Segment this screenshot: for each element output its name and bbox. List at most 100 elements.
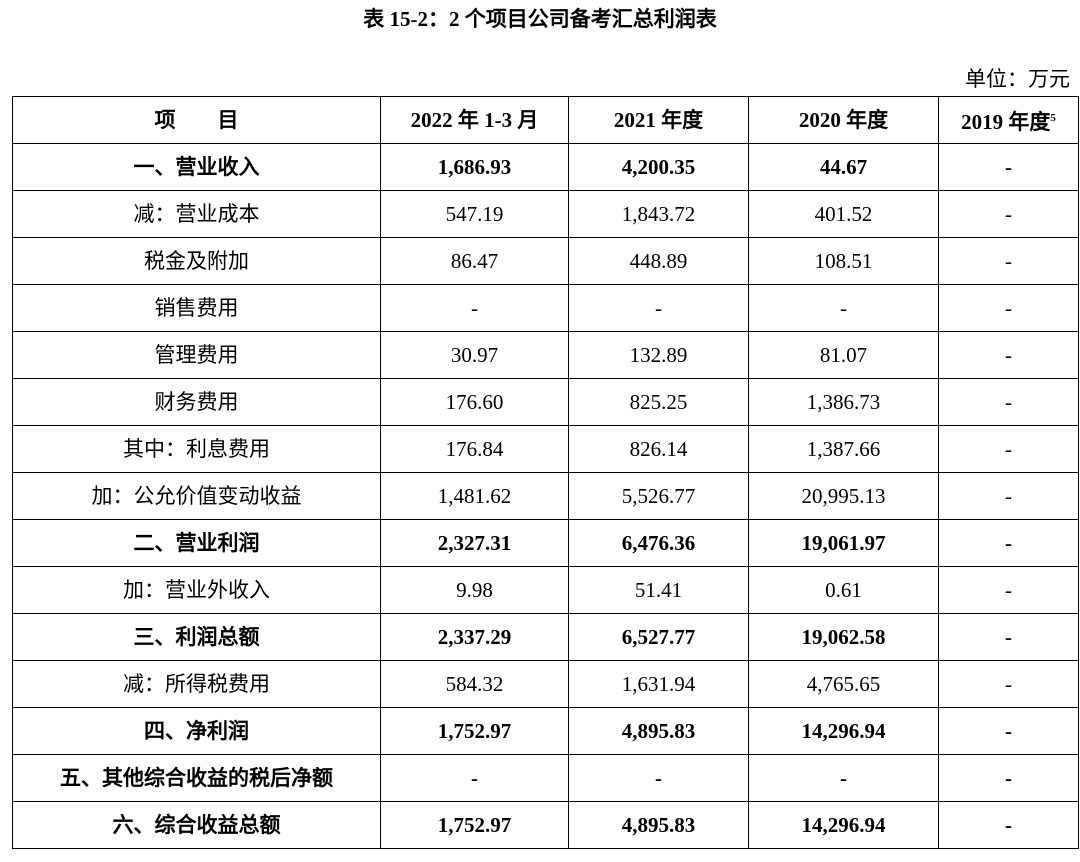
row-label: 五、其他综合收益的税后净额 bbox=[12, 754, 381, 802]
row-label: 财务费用 bbox=[12, 378, 381, 426]
row-label: 管理费用 bbox=[12, 331, 381, 379]
table-row: 其中：利息费用 176.84 826.14 1,387.66- bbox=[12, 425, 1079, 473]
table-row: 加：营业外收入 9.98 51.41 0.61- bbox=[12, 566, 1079, 614]
cell-2021: 448.89 bbox=[568, 237, 749, 285]
cell-2020: 14,296.94 bbox=[748, 707, 939, 755]
header-item: 项 目 bbox=[12, 96, 381, 144]
table-row: 六、综合收益总额 1,752.97 4,895.83 14,296.94- bbox=[12, 801, 1079, 849]
cell-2020: - bbox=[748, 284, 939, 332]
table-row: 管理费用 30.97 132.89 81.07- bbox=[12, 331, 1079, 379]
table-row: 四、净利润 1,752.97 4,895.83 14,296.94- bbox=[12, 707, 1079, 755]
cell-2021: 132.89 bbox=[568, 331, 749, 379]
cell-2020: 20,995.13 bbox=[748, 472, 939, 520]
cell-2022q1: 1,752.97 bbox=[380, 707, 569, 755]
header-row: 项 目 2022 年 1-3 月 2021 年度 2020 年度 2019 年度… bbox=[12, 96, 1079, 144]
header-2021: 2021 年度 bbox=[568, 96, 749, 144]
cell-2019: - bbox=[938, 613, 1079, 661]
cell-2019: - bbox=[938, 331, 1079, 379]
cell-2022q1: 2,327.31 bbox=[380, 519, 569, 567]
cell-2021: 6,476.36 bbox=[568, 519, 749, 567]
cell-2019: - bbox=[938, 143, 1079, 191]
cell-2022q1: 1,686.93 bbox=[380, 143, 569, 191]
header-2022q1: 2022 年 1-3 月 bbox=[380, 96, 569, 144]
header-2019: 2019 年度5 bbox=[938, 96, 1079, 144]
cell-2021: 4,200.35 bbox=[568, 143, 749, 191]
cell-2019: - bbox=[938, 566, 1079, 614]
cell-2019: - bbox=[938, 754, 1079, 802]
cell-2020: 19,061.97 bbox=[748, 519, 939, 567]
cell-2021: 6,527.77 bbox=[568, 613, 749, 661]
table-row: 减：所得税费用 584.32 1,631.94 4,765.65- bbox=[12, 660, 1079, 708]
cell-2021: 4,895.83 bbox=[568, 801, 749, 849]
cell-2020: - bbox=[748, 754, 939, 802]
row-label: 二、营业利润 bbox=[12, 519, 381, 567]
cell-2020: 108.51 bbox=[748, 237, 939, 285]
cell-2022q1: 86.47 bbox=[380, 237, 569, 285]
table-row: 财务费用 176.60 825.25 1,386.73- bbox=[12, 378, 1079, 426]
cell-2022q1: - bbox=[380, 754, 569, 802]
cell-2019: - bbox=[938, 378, 1079, 426]
table-row: 五、其他综合收益的税后净额 - - - - bbox=[12, 754, 1079, 802]
cell-2022q1: 2,337.29 bbox=[380, 613, 569, 661]
table-row: 加：公允价值变动收益 1,481.62 5,526.77 20,995.13- bbox=[12, 472, 1079, 520]
table-title: 表 15-2：2 个项目公司备考汇总利润表 bbox=[363, 7, 717, 31]
cell-2022q1: 547.19 bbox=[380, 190, 569, 238]
income-statement-table: 项 目 2022 年 1-3 月 2021 年度 2020 年度 2019 年度… bbox=[12, 96, 1079, 849]
row-label: 销售费用 bbox=[12, 284, 381, 332]
table-row: 一、营业收入 1,686.93 4,200.35 44.67- bbox=[12, 143, 1079, 191]
table-row: 二、营业利润 2,327.31 6,476.36 19,061.97- bbox=[12, 519, 1079, 567]
row-label: 加：公允价值变动收益 bbox=[12, 472, 381, 520]
row-label: 减：营业成本 bbox=[12, 190, 381, 238]
cell-2020: 44.67 bbox=[748, 143, 939, 191]
cell-2019: - bbox=[938, 237, 1079, 285]
cell-2021: 5,526.77 bbox=[568, 472, 749, 520]
cell-2022q1: 1,481.62 bbox=[380, 472, 569, 520]
cell-2020: 81.07 bbox=[748, 331, 939, 379]
row-label: 一、营业收入 bbox=[12, 143, 381, 191]
header-2019-label: 2019 年度 bbox=[961, 110, 1051, 134]
cell-2021: 51.41 bbox=[568, 566, 749, 614]
row-label: 四、净利润 bbox=[12, 707, 381, 755]
table-row: 三、利润总额 2,337.29 6,527.77 19,062.58- bbox=[12, 613, 1079, 661]
cell-2021: 825.25 bbox=[568, 378, 749, 426]
cell-2019: - bbox=[938, 519, 1079, 567]
cell-2021: 4,895.83 bbox=[568, 707, 749, 755]
cell-2021: 1,843.72 bbox=[568, 190, 749, 238]
table-row: 减：营业成本 547.19 1,843.72 401.52- bbox=[12, 190, 1079, 238]
cell-2021: 826.14 bbox=[568, 425, 749, 473]
cell-2020: 4,765.65 bbox=[748, 660, 939, 708]
cell-2019: - bbox=[938, 284, 1079, 332]
row-label: 其中：利息费用 bbox=[12, 425, 381, 473]
cell-2019: - bbox=[938, 190, 1079, 238]
row-label: 加：营业外收入 bbox=[12, 566, 381, 614]
cell-2022q1: 176.84 bbox=[380, 425, 569, 473]
table-row: 销售费用 - - - - bbox=[12, 284, 1079, 332]
cell-2022q1: 584.32 bbox=[380, 660, 569, 708]
cell-2019: - bbox=[938, 707, 1079, 755]
row-label: 三、利润总额 bbox=[12, 613, 381, 661]
cell-2019: - bbox=[938, 801, 1079, 849]
cell-2019: - bbox=[938, 425, 1079, 473]
cell-2020: 19,062.58 bbox=[748, 613, 939, 661]
cell-2020: 1,386.73 bbox=[748, 378, 939, 426]
cell-2021: 1,631.94 bbox=[568, 660, 749, 708]
cell-2022q1: 176.60 bbox=[380, 378, 569, 426]
unit-label: 单位：万元 bbox=[965, 67, 1070, 91]
cell-2019: - bbox=[938, 660, 1079, 708]
cell-2020: 1,387.66 bbox=[748, 425, 939, 473]
cell-2022q1: 30.97 bbox=[380, 331, 569, 379]
row-label: 六、综合收益总额 bbox=[12, 801, 381, 849]
cell-2020: 0.61 bbox=[748, 566, 939, 614]
table-row: 税金及附加 86.47 448.89 108.51- bbox=[12, 237, 1079, 285]
cell-2021: - bbox=[568, 284, 749, 332]
footnote-mark: 5 bbox=[1050, 112, 1056, 124]
cell-2019: - bbox=[938, 472, 1079, 520]
row-label: 税金及附加 bbox=[12, 237, 381, 285]
header-2020: 2020 年度 bbox=[748, 96, 939, 144]
cell-2022q1: - bbox=[380, 284, 569, 332]
cell-2022q1: 9.98 bbox=[380, 566, 569, 614]
cell-2020: 401.52 bbox=[748, 190, 939, 238]
cell-2022q1: 1,752.97 bbox=[380, 801, 569, 849]
cell-2020: 14,296.94 bbox=[748, 801, 939, 849]
cell-2021: - bbox=[568, 754, 749, 802]
